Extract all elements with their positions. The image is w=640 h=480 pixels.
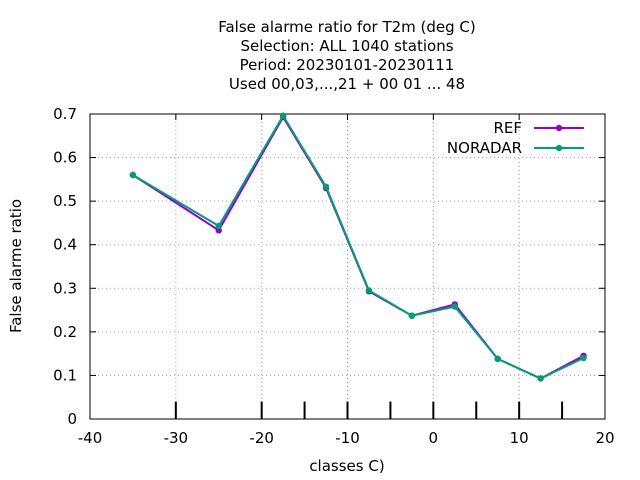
y-tick-label: 0.4 [53,236,77,254]
data-point-noradar [279,112,287,119]
legend: REF NORADAR [447,119,584,157]
x-tick-label: 20 [595,429,614,447]
title-line: Used 00,03,...,21 + 00 01 ... 48 [229,75,465,93]
data-point-noradar [322,183,330,190]
y-tick-label: 0.6 [53,149,77,167]
chart-title: False alarme ratio for T2m (deg C)Select… [218,18,476,93]
y-tick-label: 0.1 [53,366,77,384]
legend-swatch-marker [555,144,563,152]
legend-swatch-marker [555,124,563,132]
data-point-noradar [451,303,458,310]
x-axis-label: classes C) [309,457,384,475]
y-tick-label: 0.2 [53,323,77,341]
x-tick-label: 0 [429,429,439,447]
data-point-noradar [537,375,544,382]
x-tick-label: 10 [510,429,529,447]
title-line: Selection: ALL 1040 stations [240,37,453,55]
legend-label: NORADAR [447,139,522,157]
series [129,112,587,382]
data-point-noradar [408,312,416,319]
y-tick-label: 0.5 [53,192,77,210]
class-marks [174,401,564,419]
data-point-noradar [365,287,373,294]
x-tick-label: -30 [164,429,189,447]
grid [90,114,605,419]
x-tick-label: -20 [249,429,274,447]
data-point-noradar [215,222,222,230]
legend-label: REF [493,119,522,137]
y-tick-label: 0.7 [53,105,77,123]
y-tick-label: 0 [67,410,77,428]
data-point-noradar [129,171,137,179]
title-line: False alarme ratio for T2m (deg C) [218,18,476,36]
axis-ticks: -40 -30 -20 -10 0 10 20 0 0.1 0.2 0.3 0.4 0.5 0.6 0.7 [53,105,614,447]
x-tick-label: -40 [78,429,103,447]
title-line: Period: 20230101-20230111 [240,56,455,74]
data-point-noradar [580,354,587,362]
series-line-noradar [132,113,584,380]
y-tick-label: 0.3 [53,279,77,297]
y-axis-label: False alarme ratio [7,199,25,333]
x-tick-label: -10 [335,429,360,447]
data-point-noradar [494,355,501,363]
